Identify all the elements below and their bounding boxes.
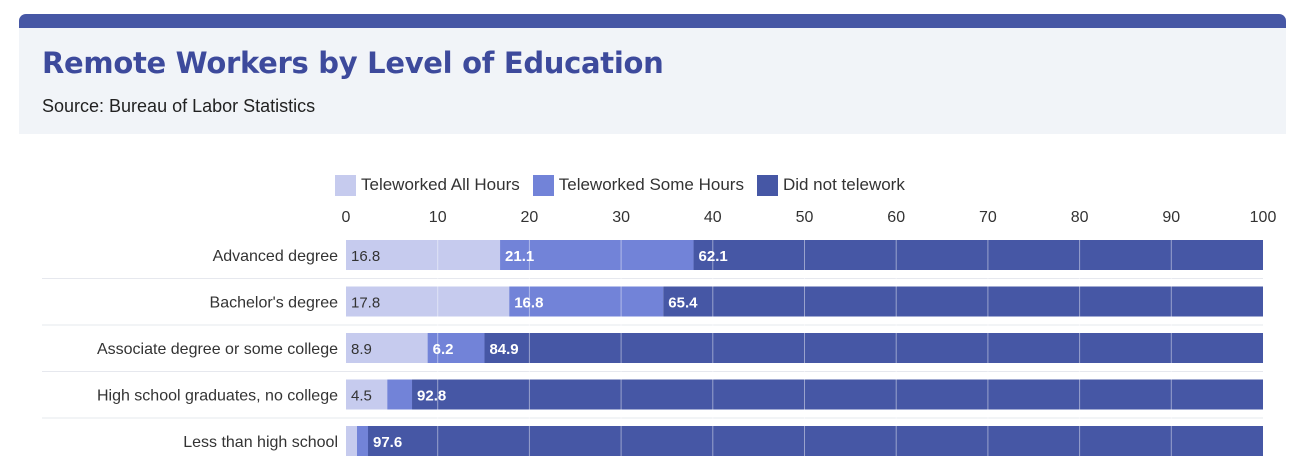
x-tick-label: 70	[979, 209, 997, 226]
x-tick-label: 60	[887, 209, 905, 226]
x-tick-label: 10	[429, 209, 447, 226]
bar-segment	[346, 240, 501, 270]
legend-swatch	[532, 174, 554, 196]
x-tick-label: 0	[342, 209, 351, 226]
bar-segment	[346, 286, 510, 317]
chart-legend: Teleworked All Hours Teleworked Some Hou…	[335, 174, 918, 196]
legend-label: Teleworked Some Hours	[558, 175, 744, 194]
header-accent-bar	[19, 14, 1286, 28]
bar-segment	[484, 333, 1263, 363]
x-tick-label: 100	[1250, 209, 1277, 226]
legend-label: Teleworked All Hours	[361, 175, 520, 194]
bar-segment	[357, 426, 369, 456]
chart-title: Remote Workers by Level of Education	[42, 46, 664, 80]
data-label: 92.8	[417, 388, 446, 405]
x-tick-label: 90	[1162, 209, 1180, 226]
data-label: 8.9	[351, 341, 372, 358]
legend-item-did-not-telework[interactable]: Did not telework	[756, 174, 905, 196]
data-label: 21.1	[505, 248, 534, 265]
x-tick-label: 80	[1071, 209, 1089, 226]
data-label: 4.5	[351, 388, 372, 405]
bar-segment	[346, 426, 358, 456]
legend-swatch	[335, 174, 356, 196]
category-label: Less than high school	[183, 434, 338, 451]
bar-segment	[663, 286, 1263, 317]
legend-item-teleworked-some[interactable]: Teleworked Some Hours	[532, 174, 744, 196]
bar-segment	[500, 240, 694, 270]
category-label: High school graduates, no college	[97, 388, 338, 405]
category-label: Advanced degree	[213, 248, 339, 265]
chart-subtitle: Source: Bureau of Labor Statistics	[42, 96, 316, 116]
bar-segment	[387, 379, 413, 410]
data-label: 62.1	[699, 248, 728, 265]
legend-item-teleworked-all[interactable]: Teleworked All Hours	[335, 174, 520, 196]
x-tick-label: 20	[521, 209, 539, 226]
chart-header: Remote Workers by Level of Education Sou…	[19, 28, 1286, 134]
category-label: Associate degree or some college	[97, 341, 338, 358]
data-label: 17.8	[351, 295, 380, 312]
bar-segment	[412, 379, 1263, 410]
legend-swatch	[756, 174, 778, 196]
bar-segment	[693, 240, 1263, 270]
x-tick-label: 50	[796, 209, 814, 226]
bar-segment	[427, 333, 485, 363]
bar-segment	[346, 333, 428, 363]
bar-segment	[346, 379, 388, 410]
stacked-bar-chart: 16.8 21.1 62.1 Advanced degree 17.8 16.8 65.4 B…	[42, 209, 1277, 456]
bar-segment	[368, 426, 1263, 456]
data-label: 6.2	[433, 341, 454, 358]
data-label: 16.8	[514, 295, 543, 312]
legend-label: Did not telework	[782, 175, 905, 194]
data-label: 97.6	[373, 434, 402, 451]
data-label: 65.4	[668, 295, 698, 312]
x-tick-label: 30	[612, 209, 630, 226]
category-label: Bachelor's degree	[210, 295, 339, 312]
data-label: 16.8	[351, 248, 380, 265]
bar-segment	[509, 286, 664, 317]
data-label: 84.9	[489, 341, 518, 358]
x-tick-label: 40	[704, 209, 722, 226]
